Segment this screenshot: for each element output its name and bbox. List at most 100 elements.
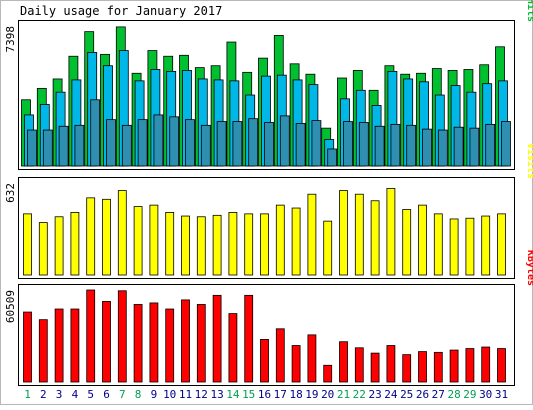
bar-pages-day-15 [248, 118, 259, 167]
bar-pages-day-17 [279, 115, 290, 167]
x-tick-label-30: 30 [479, 388, 492, 401]
bar-pages-day-19 [311, 120, 322, 167]
x-tick-label-17: 17 [274, 388, 287, 401]
bar-pages-day-11 [185, 119, 195, 167]
bar-visits-day-26 [418, 204, 427, 276]
x-tick-label-20: 20 [321, 388, 334, 401]
bar-visits-day-14 [228, 212, 238, 276]
panel-kbytes: 60509 KBytes [4, 250, 533, 386]
bar-pages-day-2 [42, 129, 53, 167]
bar-kbytes-day-4 [70, 308, 80, 383]
x-tick-label-2: 2 [40, 388, 47, 401]
bar-visits-day-30 [481, 215, 491, 276]
bar-visits-day-21 [339, 190, 348, 276]
x-tick-label-19: 19 [305, 388, 318, 401]
bar-pages-day-23 [374, 125, 385, 167]
bar-kbytes-day-27 [433, 351, 443, 383]
bar-pages-day-8 [137, 119, 148, 167]
bar-visits-day-15 [244, 213, 254, 276]
bar-pages-day-5 [90, 99, 101, 167]
bar-pages-day-26 [422, 128, 432, 167]
bar-kbytes-day-31 [497, 348, 506, 383]
panel-visits-max-label: 632 [4, 183, 17, 203]
bar-visits-day-31 [497, 213, 506, 276]
bar-pages-day-28 [453, 126, 464, 167]
bar-visits-day-27 [433, 213, 443, 276]
bar-visits-day-20 [323, 220, 333, 276]
bar-kbytes-day-6 [102, 301, 111, 383]
x-tick-label-21: 21 [337, 388, 350, 401]
bar-visits-day-6 [102, 198, 111, 276]
bar-pages-day-20 [327, 148, 338, 167]
bar-pages-day-31 [501, 121, 511, 167]
bar-kbytes-day-25 [402, 354, 412, 383]
bar-kbytes-day-13 [212, 294, 222, 383]
bar-pages-day-24 [390, 123, 401, 167]
x-tick-label-8: 8 [135, 388, 142, 401]
bar-visits-day-22 [354, 193, 364, 276]
panel-hits-legend: Pages/Files/Hits [525, 0, 533, 22]
bar-kbytes-day-26 [418, 351, 427, 383]
x-tick-label-7: 7 [119, 388, 126, 401]
bar-kbytes-day-7 [117, 290, 127, 383]
bar-pages-day-14 [232, 121, 243, 167]
bar-pages-day-27 [437, 129, 448, 167]
bar-visits-day-8 [133, 206, 143, 276]
x-tick-label-11: 11 [179, 388, 192, 401]
bar-pages-day-12 [200, 124, 211, 167]
bar-kbytes-day-18 [291, 345, 301, 383]
x-tick-label-6: 6 [103, 388, 110, 401]
bar-kbytes-day-20 [323, 364, 333, 383]
bar-kbytes-day-14 [228, 313, 238, 383]
x-tick-label-31: 31 [495, 388, 508, 401]
bar-visits-day-4 [70, 212, 80, 276]
bar-kbytes-day-21 [339, 341, 348, 383]
bar-visits-day-5 [86, 197, 96, 276]
bar-kbytes-day-5 [86, 289, 96, 383]
bar-kbytes-day-29 [465, 348, 475, 383]
x-tick-label-22: 22 [353, 388, 366, 401]
bar-pages-day-18 [295, 123, 306, 167]
bar-kbytes-day-30 [481, 346, 491, 383]
x-tick-label-16: 16 [258, 388, 271, 401]
x-tick-label-13: 13 [210, 388, 223, 401]
x-tick-label-1: 1 [24, 388, 31, 401]
x-tick-label-15: 15 [242, 388, 255, 401]
bar-visits-day-28 [449, 218, 459, 276]
bar-visits-day-12 [196, 216, 206, 276]
bar-pages-day-4 [74, 124, 85, 167]
x-tick-label-18: 18 [289, 388, 302, 401]
panel-visits-legend: Visits [525, 143, 533, 179]
x-tick-label-26: 26 [416, 388, 429, 401]
bar-kbytes-day-12 [196, 304, 206, 383]
bar-pages-day-30 [485, 123, 496, 167]
bar-visits-day-13 [212, 214, 222, 276]
x-tick-label-3: 3 [56, 388, 63, 401]
x-tick-label-5: 5 [87, 388, 94, 401]
bar-pages-day-21 [343, 121, 353, 167]
legend-visits: Visits [525, 143, 533, 179]
bar-visits-day-11 [181, 215, 190, 276]
panel-kbytes-legend: KBytes [525, 250, 533, 286]
bar-pages-day-9 [153, 114, 164, 167]
x-tick-label-28: 28 [447, 388, 460, 401]
bar-kbytes-day-9 [149, 302, 159, 383]
x-tick-label-10: 10 [163, 388, 176, 401]
bar-kbytes-day-28 [449, 349, 459, 383]
bar-visits-day-23 [370, 200, 380, 276]
x-tick-label-14: 14 [226, 388, 240, 401]
x-tick-label-24: 24 [384, 388, 398, 401]
bar-kbytes-day-22 [354, 347, 364, 383]
bar-pages-day-16 [264, 122, 274, 167]
bar-visits-day-19 [307, 193, 317, 276]
bar-kbytes-day-23 [370, 352, 380, 383]
bar-pages-day-1 [27, 129, 37, 167]
bar-kbytes-day-3 [54, 308, 64, 383]
bar-visits-day-10 [165, 212, 175, 276]
bar-kbytes-day-1 [23, 311, 32, 383]
x-tick-label-4: 4 [72, 388, 79, 401]
bar-kbytes-day-19 [307, 334, 317, 383]
bar-pages-day-6 [106, 119, 116, 167]
bar-pages-day-25 [406, 124, 417, 167]
